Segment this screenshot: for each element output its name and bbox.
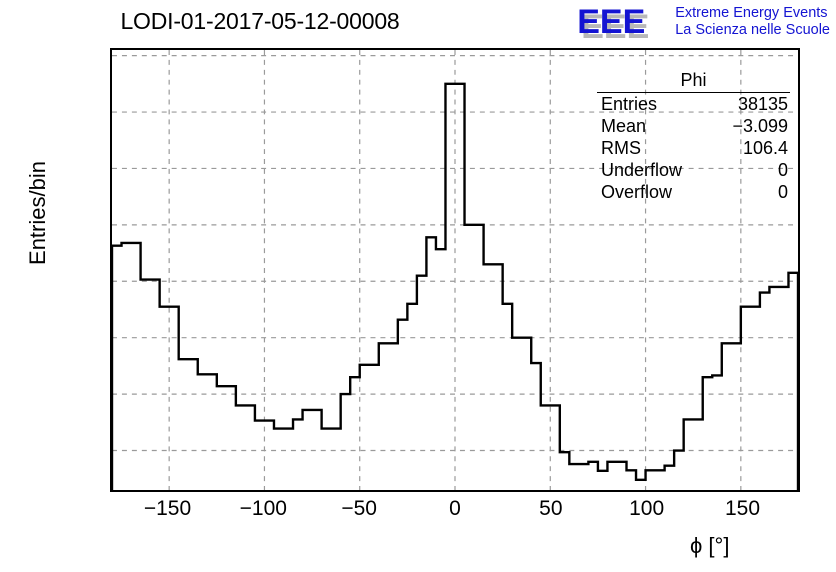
eee-logo: EEE EEE Extreme Energy Events La Scienza… — [577, 3, 830, 44]
x-axis-tick-label: 0 — [449, 497, 461, 520]
eee-logo-mark: EEE EEE — [577, 3, 669, 44]
stats-box-rows: Entries 38135 Mean −3.099 RMS 106.4 Underflow 0… — [597, 93, 790, 203]
x-axis-tick-label: −150 — [143, 497, 192, 520]
stats-box-title: Phi — [597, 70, 790, 93]
stats-row-key: Underflow — [601, 160, 683, 180]
stats-row-value: −3.099 — [732, 116, 788, 136]
histogram-curve — [112, 82, 798, 490]
x-axis-tick-label: −100 — [239, 497, 287, 520]
x-axis-tick-label: 150 — [724, 497, 761, 520]
stats-row-value: 106.4 — [742, 138, 788, 158]
eee-logo-line-2: La Scienza nelle Scuole — [675, 22, 830, 38]
stats-box: Phi Entries 38135 Mean −3.099 RMS 106.4 Underf… — [597, 70, 790, 203]
stats-row-value: 0 — [777, 160, 788, 180]
stats-row: Entries 38135 — [597, 93, 790, 115]
stats-row-key: Mean — [601, 116, 647, 136]
eee-logo-line-1: Extreme Energy Events — [675, 5, 828, 21]
eee-logo-mark-front: EEE — [577, 3, 646, 41]
y-axis-title: Entries/bin — [25, 161, 50, 265]
grid-lines — [112, 50, 798, 490]
stats-row-value: 38135 — [737, 94, 788, 114]
x-axis-tick-label: −50 — [341, 497, 377, 520]
stats-row: Overflow 0 — [597, 181, 790, 203]
plot-frame — [110, 48, 800, 492]
eee-logo-text: Extreme Energy Events La Scienza nelle S… — [675, 5, 830, 39]
histogram-outline — [112, 82, 798, 490]
stats-row: Mean −3.099 — [597, 115, 790, 137]
stats-row-key: Entries — [601, 94, 658, 114]
stats-row: Underflow 0 — [597, 159, 790, 181]
x-axis-tick-label: 100 — [629, 497, 665, 520]
x-axis-tick-label: 50 — [539, 497, 563, 520]
page-title: LODI-01-2017-05-12-00008 — [120, 8, 400, 34]
eee-logo-mark-shadow: EEE — [581, 8, 650, 46]
stats-row-key: RMS — [601, 138, 641, 158]
stats-row: RMS 106.4 — [597, 137, 790, 159]
stats-row-key: Overflow — [601, 182, 673, 202]
stats-row-value: 0 — [777, 182, 788, 202]
x-axis-title: ϕ [°] — [690, 533, 730, 558]
